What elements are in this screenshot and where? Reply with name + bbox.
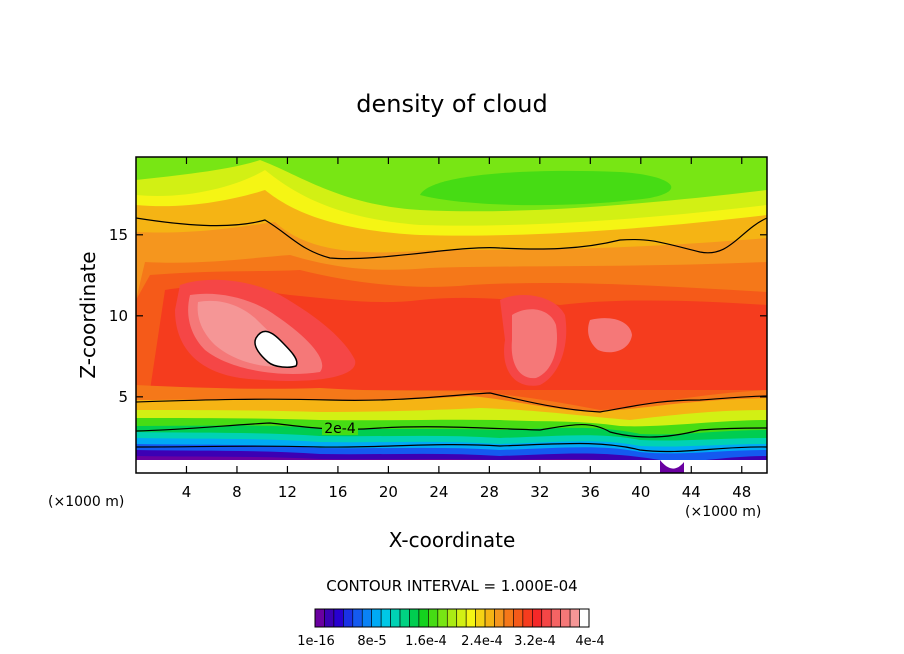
chart-title: density of cloud [356,90,547,118]
contour-lines [136,217,767,453]
colorbar-swatch [484,608,495,628]
colorbar-swatch [494,608,505,628]
colorbar-label: 8e-5 [357,634,386,649]
x-tick-label: 4 [182,483,192,501]
x-tick-label: 36 [581,483,600,501]
field-dip-purple [660,460,684,473]
x-tick-label: 12 [278,483,297,501]
colorbar-swatch [456,608,467,628]
colorbar-label: 2.4e-4 [461,634,503,649]
y-tick-label: 15 [109,226,128,244]
colorbar-label: 1e-16 [297,634,335,649]
x-axis-label: X-coordinate [389,528,516,552]
colorbar-swatch [541,608,552,628]
x-tick-label: 44 [682,483,701,501]
colorbar-frame [314,608,590,628]
colorbar-swatch [475,608,486,628]
colorbar-swatch [371,608,382,628]
field-green-patch [420,170,672,206]
colorbar-swatch [352,608,363,628]
colorbar-swatch [390,608,401,628]
colorbar-swatch [550,608,561,628]
colorbar-swatch [437,608,448,628]
x-tick-label: 32 [530,483,549,501]
x-unit-left: (×1000 m) [48,494,124,510]
colorbar [314,608,590,628]
y-tick-label: 5 [118,388,128,406]
x-tick-label: 28 [480,483,499,501]
colorbar-swatch [399,608,410,628]
colorbar-swatch [579,608,590,628]
colorbar-swatch [380,608,391,628]
field-pink-mid-inner [511,309,558,379]
contour-label: 2e-4 [324,421,356,437]
colorbar-label: 3.2e-4 [514,634,556,649]
colorbar-swatch [569,608,580,628]
x-unit-right: (×1000 m) [685,504,761,520]
colorbar-swatch [513,608,524,628]
colorbar-swatch [446,608,458,628]
colorbar-swatch [532,608,543,628]
colorbar-label: 1.6e-4 [405,634,447,649]
colorbar-labels: 1e-16 8e-5 1.6e-4 2.4e-4 3.2e-4 4e-4 [297,634,604,649]
contour-lower [136,442,767,453]
x-tick-label: 8 [232,483,242,501]
colorbar-swatch [314,608,325,628]
plot-frame [135,156,768,474]
field-pink-right [588,318,632,353]
contour-middle [136,392,767,413]
x-axis: 4 8 12 16 20 24 28 32 36 40 44 48 [182,157,751,501]
y-axis-label: Z-coordinate [76,251,100,378]
field-max-cell [254,330,298,368]
y-tick-label: 10 [109,307,128,325]
colorbar-swatch [409,608,420,628]
colorbar-swatch [418,608,429,628]
x-tick-label: 24 [429,483,448,501]
x-tick-label: 48 [732,483,751,501]
colorbar-swatch [428,608,439,628]
contour-label-bg [322,421,358,435]
colorbar-swatch [522,608,533,628]
contour-2e-4 [136,422,767,438]
colorbar-swatch [503,608,514,628]
colorbar-swatch [465,608,476,628]
y-axis: 5 10 15 [109,226,767,406]
contour-upper [136,217,767,260]
colorbar-swatch [343,608,354,628]
x-tick-label: 16 [328,483,347,501]
colorbar-swatch [324,608,335,628]
x-tick-label: 20 [379,483,398,501]
colorbar-label: 4e-4 [575,634,604,649]
colorbar-swatch [361,608,372,628]
x-tick-label: 40 [631,483,650,501]
field-bottom-white [136,460,767,473]
colorbar-swatch [560,608,571,628]
colorbar-swatch [333,608,344,628]
contour-interval: CONTOUR INTERVAL = 1.000E-04 [326,577,577,595]
